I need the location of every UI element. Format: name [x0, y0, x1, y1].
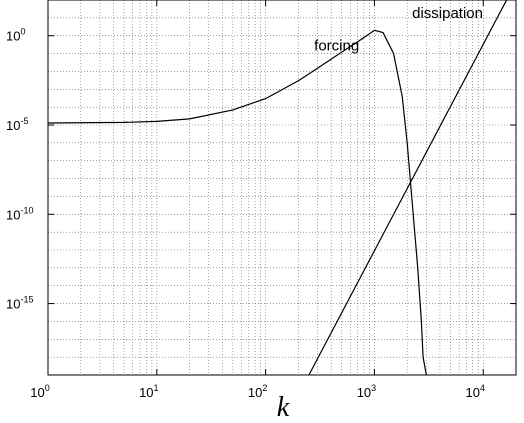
y-tick-labels: 100 10-5 10-10 10-15 [6, 27, 33, 312]
x-tick-label: 100 [30, 383, 49, 400]
annotation-forcing: forcing [314, 37, 359, 54]
annotation-dissipation: dissipation [412, 5, 483, 22]
series-line-forcing [48, 29, 427, 375]
x-tick-labels: 100 101 102 103 104 [30, 383, 485, 400]
x-tick-label: 104 [466, 383, 485, 400]
y-tick-label: 10-5 [6, 116, 28, 133]
ticks [47, 0, 516, 375]
x-axis-label: k [277, 392, 290, 423]
x-tick-label: 102 [248, 383, 267, 400]
y-tick-label: 100 [6, 27, 25, 44]
plot-frame [47, 0, 517, 376]
grid [48, 0, 516, 376]
annotations: forcing dissipation [314, 5, 483, 55]
curves [48, 0, 508, 375]
y-tick-label: 10-15 [6, 295, 33, 312]
x-tick-label: 101 [139, 383, 158, 400]
x-tick-label: 103 [357, 383, 376, 400]
series-line-dissipation [308, 0, 508, 375]
y-tick-label: 10-10 [6, 205, 33, 222]
